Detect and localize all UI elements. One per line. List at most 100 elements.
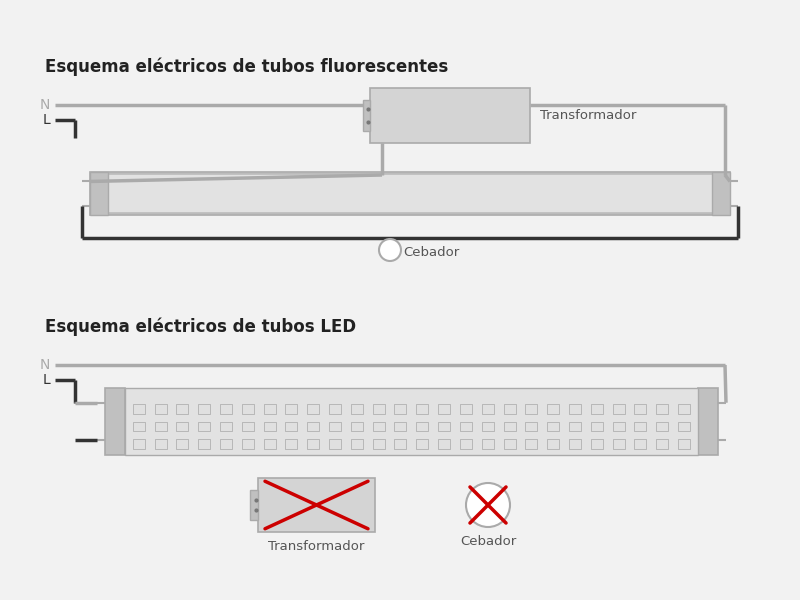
Text: Cebador: Cebador <box>403 247 459 259</box>
Bar <box>526 439 538 449</box>
Bar <box>634 404 646 413</box>
Bar <box>656 439 668 449</box>
Bar <box>503 404 515 413</box>
Bar <box>242 439 254 449</box>
Bar <box>177 421 189 431</box>
Bar <box>90 172 730 215</box>
Bar <box>394 439 406 449</box>
Bar <box>133 421 145 431</box>
Text: L: L <box>42 113 50 127</box>
Text: Transformador: Transformador <box>540 109 636 122</box>
Bar <box>198 421 210 431</box>
Bar <box>373 439 385 449</box>
Bar <box>547 404 559 413</box>
Bar <box>569 439 581 449</box>
Bar <box>613 404 625 413</box>
Bar <box>634 439 646 449</box>
Bar <box>198 439 210 449</box>
Bar <box>678 439 690 449</box>
Bar <box>590 421 602 431</box>
Bar <box>438 439 450 449</box>
Bar <box>286 404 298 413</box>
Bar <box>569 404 581 413</box>
Text: N: N <box>40 98 50 112</box>
Text: Transformador: Transformador <box>268 540 365 553</box>
Bar <box>526 421 538 431</box>
Bar <box>698 388 718 455</box>
Circle shape <box>379 239 401 261</box>
Bar <box>613 421 625 431</box>
Bar <box>242 404 254 413</box>
Bar <box>416 439 428 449</box>
Bar <box>329 439 341 449</box>
Text: L: L <box>42 373 50 387</box>
Bar <box>177 439 189 449</box>
Bar <box>154 404 166 413</box>
Bar <box>105 388 125 455</box>
Bar <box>286 421 298 431</box>
Bar <box>90 172 108 215</box>
Bar <box>264 404 276 413</box>
Bar <box>438 404 450 413</box>
Bar <box>133 439 145 449</box>
Bar <box>438 421 450 431</box>
Bar <box>460 404 472 413</box>
Bar <box>351 421 363 431</box>
Bar <box>220 404 232 413</box>
Bar <box>329 421 341 431</box>
Bar <box>264 439 276 449</box>
Bar <box>394 404 406 413</box>
FancyBboxPatch shape <box>106 174 714 213</box>
Bar <box>482 439 494 449</box>
Bar <box>416 404 428 413</box>
Bar <box>394 421 406 431</box>
Bar <box>250 490 258 520</box>
Bar <box>526 404 538 413</box>
Bar <box>547 439 559 449</box>
Bar <box>678 421 690 431</box>
Bar <box>503 439 515 449</box>
Bar <box>125 388 698 455</box>
Bar <box>220 421 232 431</box>
Bar <box>198 404 210 413</box>
Bar <box>307 404 319 413</box>
Bar <box>712 172 730 215</box>
Bar <box>460 421 472 431</box>
Bar <box>569 421 581 431</box>
Bar <box>547 421 559 431</box>
Bar <box>656 404 668 413</box>
Bar <box>154 421 166 431</box>
Bar <box>482 421 494 431</box>
Text: N: N <box>40 358 50 372</box>
Circle shape <box>466 483 510 527</box>
Bar <box>678 404 690 413</box>
Bar <box>133 404 145 413</box>
Bar <box>482 404 494 413</box>
Bar <box>370 88 530 143</box>
Text: Cebador: Cebador <box>460 535 516 548</box>
Bar <box>373 404 385 413</box>
Bar <box>264 421 276 431</box>
Bar <box>416 421 428 431</box>
Bar <box>177 404 189 413</box>
Bar <box>656 421 668 431</box>
Bar <box>590 439 602 449</box>
Text: Esquema eléctricos de tubos fluorescentes: Esquema eléctricos de tubos fluorescente… <box>45 57 448 76</box>
Bar <box>286 439 298 449</box>
Bar <box>329 404 341 413</box>
Bar <box>154 439 166 449</box>
Bar <box>307 439 319 449</box>
Bar <box>258 478 375 532</box>
Bar <box>613 439 625 449</box>
Bar <box>503 421 515 431</box>
Bar <box>634 421 646 431</box>
Bar <box>363 100 370 131</box>
Bar <box>220 439 232 449</box>
Bar <box>460 439 472 449</box>
Text: Esquema eléctricos de tubos LED: Esquema eléctricos de tubos LED <box>45 317 356 335</box>
Bar <box>351 404 363 413</box>
Bar <box>351 439 363 449</box>
Bar <box>373 421 385 431</box>
Bar <box>307 421 319 431</box>
Bar <box>590 404 602 413</box>
